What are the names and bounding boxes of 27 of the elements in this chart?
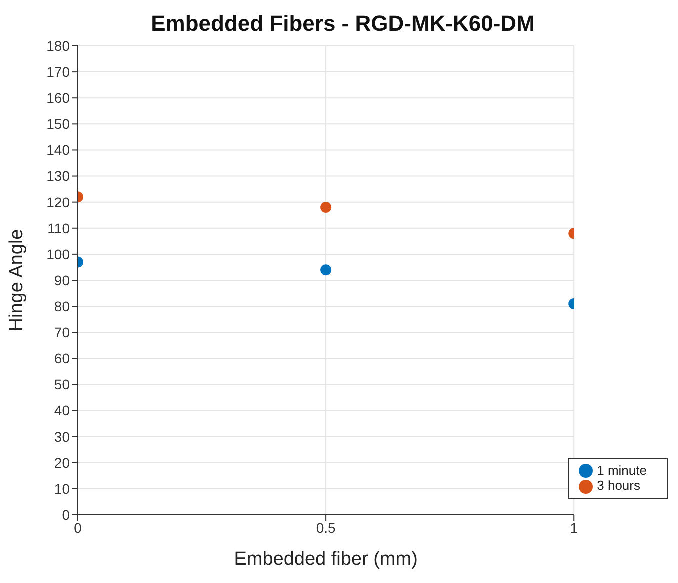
legend-label: 1 minute (597, 462, 647, 478)
x-axis-title: Embedded fiber (mm) (234, 549, 418, 570)
y-tick-label: 100 (46, 246, 70, 262)
y-tick-label: 10 (54, 480, 70, 497)
legend-label: 3 hours (597, 478, 640, 494)
y-tick-label: 40 (54, 402, 70, 419)
y-tick-label: 140 (46, 142, 70, 158)
y-tick-label: 20 (54, 454, 70, 471)
x-tick-label: 1 (570, 520, 578, 536)
y-tick-label: 30 (54, 428, 70, 445)
y-tick-label: 170 (46, 64, 70, 80)
y-tick-label: 90 (54, 272, 70, 288)
x-tick-label: 0 (74, 520, 82, 536)
y-tick-label: 160 (46, 90, 70, 106)
y-tick-label: 50 (54, 376, 70, 393)
y-tick-label: 180 (46, 38, 70, 54)
y-tick-label: 60 (54, 350, 70, 367)
y-tick-label: 70 (54, 324, 70, 341)
y-tick-label: 0 (62, 506, 70, 523)
y-tick-label: 120 (46, 194, 70, 210)
x-tick-label: 0.5 (316, 520, 336, 536)
y-tick-label: 150 (46, 116, 70, 132)
y-tick-label: 110 (48, 220, 70, 236)
y-tick-label: 80 (54, 298, 70, 315)
y-axis-title: Hinge Angle (6, 229, 28, 332)
chart-title: Embedded Fibers - RGD-MK-K60-DM (151, 11, 535, 36)
y-tick-label: 130 (46, 168, 70, 184)
